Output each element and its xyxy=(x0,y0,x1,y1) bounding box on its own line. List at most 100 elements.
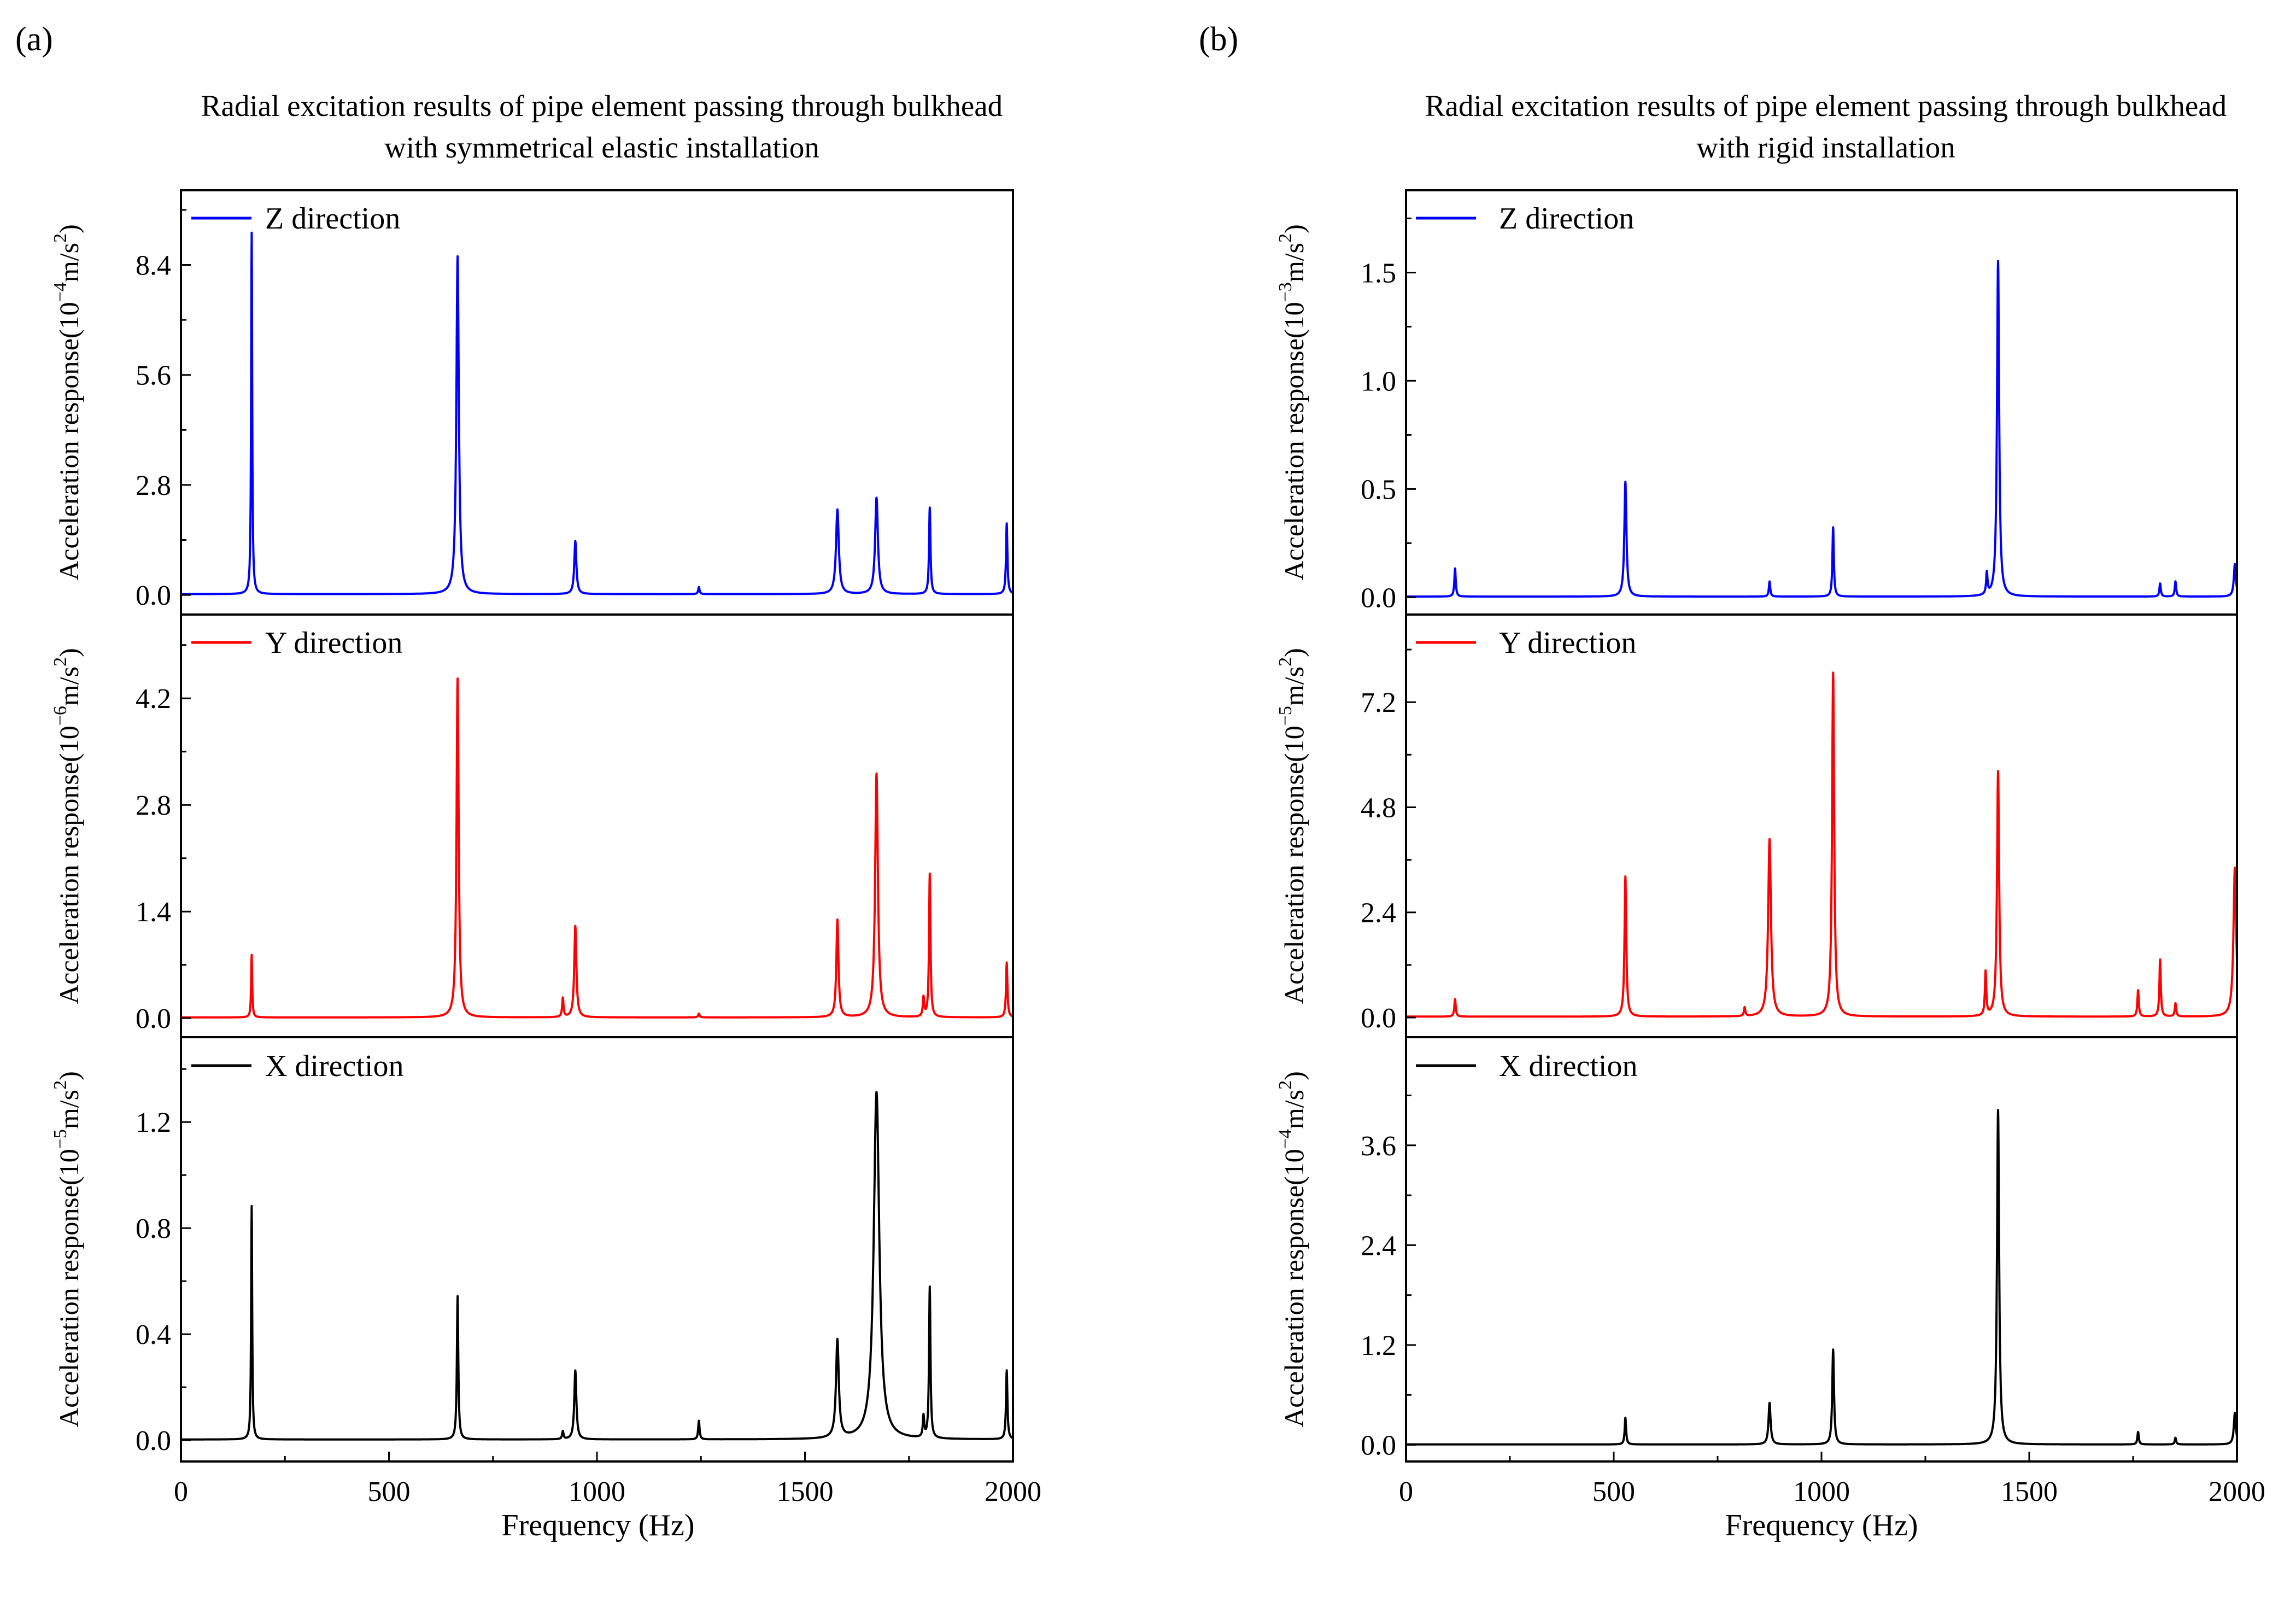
y-axis-label-exponent: −6 xyxy=(50,706,71,726)
panel-b: (b) Radial excitation results of pipe el… xyxy=(1199,21,2265,1542)
y-tick-label: 1.5 xyxy=(1361,258,1396,289)
y-axis-label-unit: m/s xyxy=(54,243,84,282)
plot-frame xyxy=(1405,189,2238,616)
y-tick-label: 4.2 xyxy=(136,683,171,715)
y-axis-label-prefix: Acceleration response(10 xyxy=(1279,1149,1309,1428)
series-line-area xyxy=(1405,260,2238,598)
y-tick-label: 2.8 xyxy=(136,790,171,821)
y-tick-label: 0.0 xyxy=(136,1003,171,1034)
series-line-area xyxy=(180,677,1014,1019)
y-axis-label-exponent: −3 xyxy=(1275,282,1296,302)
legend-label: X direction xyxy=(1499,1049,1637,1083)
y-axis-label-prefix: Acceleration response(10 xyxy=(1279,302,1309,581)
y-ticks: 0.0 0.4 0.8 1.2 xyxy=(136,1068,191,1457)
series-line xyxy=(1405,260,2238,598)
x-tick-label: 0 xyxy=(1399,1476,1413,1507)
x-tick-label: 500 xyxy=(368,1476,411,1507)
series-line-area xyxy=(1405,1109,2238,1446)
y-tick-label: 8.4 xyxy=(136,250,171,282)
x-tick-label: 1000 xyxy=(1793,1476,1850,1507)
panel-a-title-line2: with symmetrical elastic installation xyxy=(384,131,819,164)
y-ticks: 0.0 2.8 5.6 8.4 xyxy=(136,209,191,611)
plot-frame xyxy=(180,613,1014,1038)
y-axis-label-square: 2 xyxy=(50,1080,71,1090)
plot-frame xyxy=(1405,1036,2238,1463)
x-tick-label: 1000 xyxy=(569,1476,625,1507)
x-tick-label: 2000 xyxy=(985,1476,1041,1507)
y-tick-label: 1.0 xyxy=(1361,366,1396,397)
y-tick-label: 0.0 xyxy=(1361,582,1396,613)
y-ticks: 0.0 1.2 2.4 3.6 xyxy=(1361,1095,1416,1461)
y-tick-label: 1.4 xyxy=(136,897,171,928)
legend-label: Y direction xyxy=(1499,626,1636,660)
y-tick-label: 3.6 xyxy=(1361,1131,1396,1162)
y-axis-label-square: 2 xyxy=(1275,233,1296,243)
series-line-area xyxy=(180,231,1014,595)
y-tick-label: 2.4 xyxy=(1361,898,1396,929)
plot-frame xyxy=(1405,613,2238,1038)
y-tick-label: 0.0 xyxy=(136,1425,171,1457)
panel-a-subplot-z: 0.0 2.8 5.6 8.4 Z direction Acceleration re… xyxy=(50,189,1014,616)
y-axis-label: Acceleration response(10−4m/s2) xyxy=(50,224,84,581)
panel-b-title-line2: with rigid installation xyxy=(1696,131,1955,164)
y-axis-label-prefix: Acceleration response(10 xyxy=(1279,726,1309,1004)
y-axis-label-prefix: Acceleration response(10 xyxy=(54,1149,84,1428)
y-axis-label: Acceleration response(10−5m/s2) xyxy=(1275,648,1309,1004)
y-tick-label: 2.4 xyxy=(1361,1230,1396,1261)
series-line-area xyxy=(1405,671,2238,1018)
panel-a-subplot-x: 0.0 0.4 0.8 1.2 X direction Acceleration re… xyxy=(50,1036,1014,1463)
x-tick-label: 1500 xyxy=(2001,1476,2058,1507)
y-tick-label: 7.2 xyxy=(1361,687,1396,718)
series-line xyxy=(180,1091,1014,1441)
x-tick-label: 0 xyxy=(174,1476,188,1507)
y-tick-label: 0.0 xyxy=(1361,1003,1396,1034)
panel-b-subplot-y: 0.0 2.4 4.8 7.2 Y direction Acceleration re… xyxy=(1275,613,2238,1038)
x-tick-label: 2000 xyxy=(2209,1476,2265,1507)
y-axis-label: Acceleration response(10−4m/s2) xyxy=(1275,1071,1309,1428)
panel-a-title-line1: Radial excitation results of pipe elemen… xyxy=(201,89,1003,122)
y-axis-label-unit: m/s xyxy=(54,1090,84,1129)
series-line xyxy=(1405,1109,2238,1446)
y-tick-label: 1.2 xyxy=(1361,1330,1396,1361)
panel-b-subplot-z: 0.0 0.5 1.0 1.5 Z direction Acceleration re… xyxy=(1275,189,2238,616)
y-axis-label-square: 2 xyxy=(1275,657,1296,666)
y-axis-label: Acceleration response(10−3m/s2) xyxy=(1275,224,1309,581)
y-axis-label-square: 2 xyxy=(50,233,71,243)
y-axis-label-prefix: Acceleration response(10 xyxy=(54,726,84,1004)
y-axis-label-exponent: −4 xyxy=(1275,1129,1296,1149)
y-axis-label-exponent: −5 xyxy=(1275,706,1296,726)
y-tick-label: 4.8 xyxy=(1361,792,1396,823)
x-tick-label: 500 xyxy=(1592,1476,1635,1507)
y-axis-label-exponent: −5 xyxy=(50,1129,71,1149)
y-ticks: 0.0 2.4 4.8 7.2 xyxy=(1361,648,1416,1034)
legend-label: Z direction xyxy=(1499,202,1634,236)
legend-label: Y direction xyxy=(265,626,402,660)
y-axis-label-unit: m/s xyxy=(1279,666,1309,706)
y-ticks: 0.0 1.4 2.8 4.2 xyxy=(136,644,191,1034)
y-axis-label-square: 2 xyxy=(50,657,71,666)
x-ticks: 0 500 1000 1500 2000 xyxy=(174,1452,1041,1507)
series-line-area xyxy=(180,1091,1014,1441)
x-axis-label: Frequency (Hz) xyxy=(502,1509,695,1542)
y-tick-label: 0.0 xyxy=(136,580,171,611)
y-tick-label: 2.8 xyxy=(136,470,171,501)
panel-a-subplot-y: 0.0 1.4 2.8 4.2 Y direction Acceleration re… xyxy=(50,613,1014,1038)
y-axis-label-prefix: Acceleration response(10 xyxy=(54,302,84,581)
x-tick-label: 1500 xyxy=(777,1476,834,1507)
y-axis-label-unit: m/s xyxy=(1279,1090,1309,1129)
x-ticks: 0 500 1000 1500 2000 xyxy=(1399,1452,2265,1507)
legend-label: Z direction xyxy=(265,202,400,236)
y-tick-label: 0.5 xyxy=(1361,474,1396,505)
y-tick-label: 1.2 xyxy=(136,1107,171,1138)
y-tick-label: 0.4 xyxy=(136,1319,171,1350)
y-axis-label-unit: m/s xyxy=(54,666,84,706)
panel-b-subplot-x: 0.0 1.2 2.4 3.6 X direction Acceleration re… xyxy=(1275,1036,2238,1463)
x-axis-label: Frequency (Hz) xyxy=(1725,1509,1918,1542)
series-line xyxy=(180,677,1014,1019)
y-axis-label-square: 2 xyxy=(1275,1080,1296,1090)
y-ticks: 0.0 0.5 1.0 1.5 xyxy=(1361,217,1416,613)
y-tick-label: 0.8 xyxy=(136,1213,171,1244)
series-line xyxy=(1405,671,2238,1018)
panel-b-label: (b) xyxy=(1199,21,1238,58)
